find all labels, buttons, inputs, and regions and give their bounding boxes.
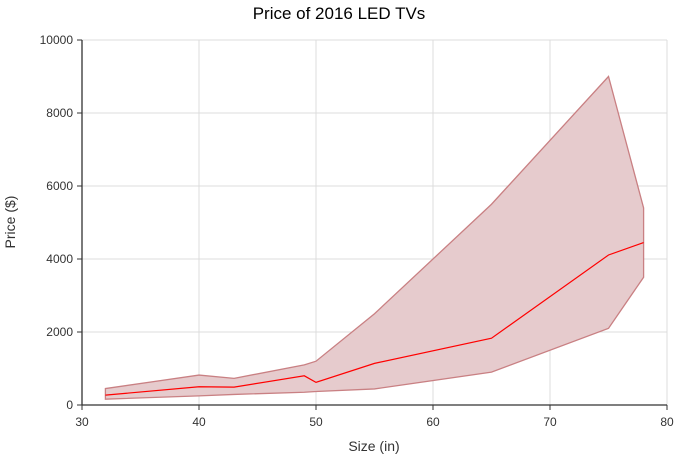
range-band (105, 77, 643, 400)
x-tick-label: 80 (660, 415, 674, 429)
x-tick-label: 60 (426, 415, 440, 429)
x-tick-label: 30 (75, 415, 89, 429)
x-tick-label: 70 (543, 415, 557, 429)
range-band-area (105, 77, 643, 400)
y-tick-label: 8000 (46, 106, 73, 120)
y-tick-label: 2000 (46, 325, 73, 339)
y-tick-label: 0 (66, 398, 73, 412)
y-tick-label: 4000 (46, 252, 73, 266)
x-axis-label: Size (in) (348, 438, 399, 454)
y-tick-label: 10000 (40, 33, 74, 47)
x-tick-label: 50 (309, 415, 323, 429)
x-tick-label: 40 (192, 415, 206, 429)
chart-title: Price of 2016 LED TVs (253, 4, 426, 23)
y-tick-label: 6000 (46, 179, 73, 193)
y-axis-label: Price ($) (2, 196, 18, 249)
